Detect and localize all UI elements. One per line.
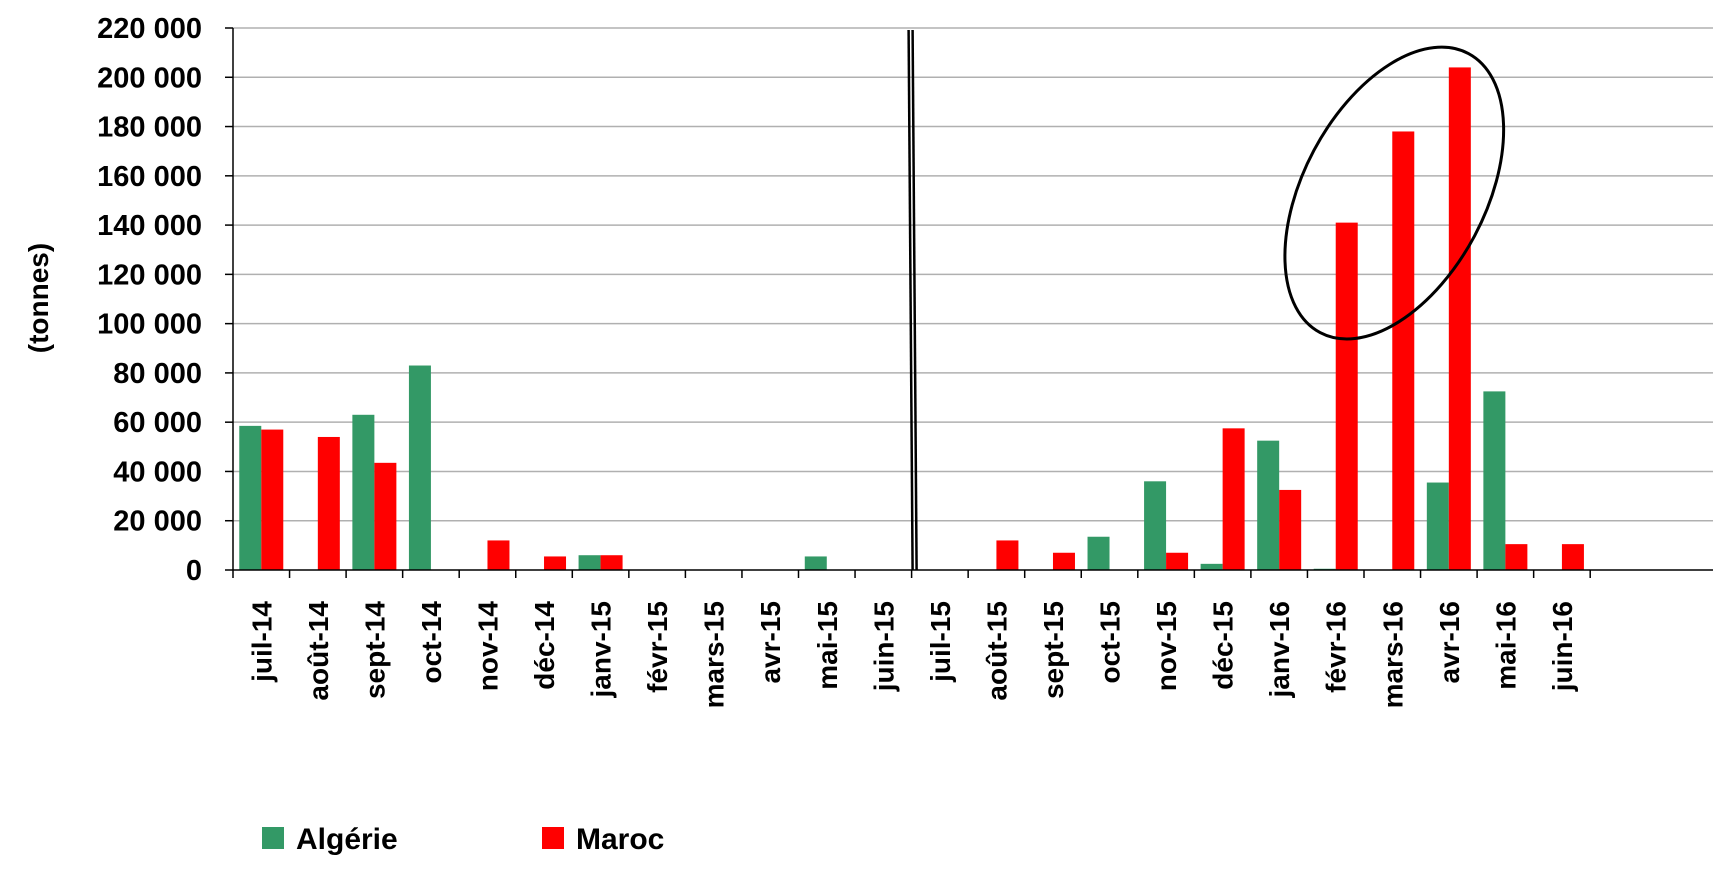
y-axis-label: (tonnes) [23, 243, 54, 353]
y-tick-label: 160 000 [97, 161, 202, 193]
bar-maroc [544, 556, 567, 570]
legend: Algérie Maroc [262, 823, 664, 856]
x-tick-label: janv-16 [1264, 601, 1295, 699]
y-tick-label: 20 000 [113, 506, 202, 538]
bar-algerie [1257, 440, 1280, 570]
highlight-ellipse [1283, 45, 1506, 341]
bar-algerie [1087, 536, 1110, 570]
x-tick-label: mai-16 [1490, 601, 1521, 690]
bar-maroc [317, 436, 340, 570]
y-tick-label: 100 000 [97, 309, 202, 341]
x-tick-label: juin-15 [868, 601, 899, 692]
x-tick-label: juin-16 [1547, 601, 1578, 692]
bar-algerie [804, 556, 827, 570]
x-tick-label: août-15 [981, 601, 1012, 701]
x-tick-label: oct-14 [416, 601, 447, 684]
legend-label: Maroc [576, 823, 664, 856]
x-tick-label: nov-14 [472, 601, 503, 692]
bar-maroc [1052, 552, 1075, 570]
x-tick-label: mars-16 [1377, 601, 1408, 708]
x-tick-label: déc-15 [1208, 601, 1239, 690]
bar-maroc [1505, 544, 1528, 570]
x-tick-label: sept-14 [359, 601, 390, 699]
x-tick-label: mai-15 [812, 601, 843, 690]
bar-algerie [352, 414, 375, 570]
y-tick-labels: 0 20 000 40 000 60 000 80 000 100 000 120 000 1… [97, 13, 233, 587]
bar-maroc [1561, 544, 1584, 570]
bar-maroc [1392, 131, 1415, 571]
x-tick-label: avr-15 [755, 601, 786, 684]
y-tick-label: 140 000 [97, 210, 202, 242]
x-tick-label: nov-15 [1151, 601, 1182, 691]
bars [239, 67, 1584, 571]
bar-maroc [1335, 222, 1358, 571]
legend-swatch [542, 827, 564, 849]
y-tick-label: 200 000 [97, 62, 202, 94]
bar-algerie [1426, 482, 1449, 570]
y-tick-label: 40 000 [113, 456, 202, 488]
y-tick-label: 120 000 [97, 259, 202, 291]
bar-algerie [1200, 563, 1223, 570]
bar-algerie [1483, 391, 1506, 570]
y-tick-label: 0 [186, 555, 202, 587]
legend-swatch [262, 827, 284, 849]
x-tick-label: févr-16 [1321, 601, 1352, 693]
x-tick-label: juil-15 [925, 601, 956, 683]
x-tick-label: juil-14 [246, 601, 277, 683]
legend-label: Algérie [296, 823, 398, 856]
bar-maroc [261, 429, 284, 570]
axis-break-marker [907, 29, 918, 571]
axes [232, 28, 1713, 571]
x-tick-label: oct-15 [1095, 601, 1126, 683]
bar-maroc [374, 462, 397, 570]
bar-maroc [1448, 67, 1471, 570]
y-tick-label: 60 000 [113, 407, 202, 439]
y-tick-label: 220 000 [97, 13, 202, 45]
x-tick-label: août-14 [303, 601, 334, 701]
bar-maroc [600, 555, 623, 570]
axis-break-line [907, 29, 914, 571]
bar-maroc [1222, 428, 1245, 570]
x-tick-label: déc-14 [529, 601, 560, 690]
bar-maroc [996, 540, 1019, 570]
y-tick-label: 180 000 [97, 112, 202, 144]
bar-algerie [578, 555, 601, 570]
bar-algerie [239, 425, 262, 570]
bar-maroc [1279, 489, 1302, 570]
x-tick-label: sept-15 [1038, 601, 1069, 699]
bar-maroc [487, 540, 510, 570]
bar-algerie [408, 365, 431, 570]
y-tick-label: 80 000 [113, 358, 202, 390]
x-tick-label: janv-15 [586, 601, 617, 699]
x-tick-label: mars-15 [699, 601, 730, 708]
bar-algerie [1144, 481, 1167, 570]
axis-break-line [911, 29, 918, 571]
bar-maroc [1166, 552, 1189, 570]
x-tick-label: févr-15 [642, 601, 673, 693]
x-tick-label: avr-16 [1434, 601, 1465, 684]
x-tick-labels: juil-14 août-14 sept-14 oct-14 nov-14 déc-14 j… [232, 570, 1591, 708]
